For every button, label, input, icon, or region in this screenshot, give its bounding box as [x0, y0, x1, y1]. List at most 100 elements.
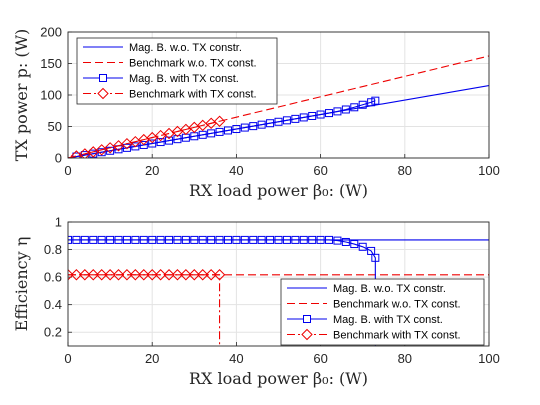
series-benchmark-with-tx-const-	[68, 269, 226, 346]
data-point-square	[97, 235, 106, 244]
data-point-square	[131, 235, 140, 244]
data-point-square	[223, 235, 232, 244]
x-tick-label: 100	[478, 351, 500, 366]
legend-label: Mag. B. w.o. TX constr.	[333, 283, 446, 295]
data-point-diamond	[95, 269, 108, 281]
series-line	[68, 274, 221, 346]
data-point-diamond	[163, 269, 175, 281]
legend-marker-diamond	[301, 328, 313, 341]
data-point-square	[274, 117, 283, 126]
data-point-diamond	[68, 269, 74, 281]
legend-marker-diamond	[97, 87, 109, 100]
legend-label: Benchmark with TX const.	[333, 330, 461, 342]
data-point-square	[148, 139, 157, 148]
legend-label: Benchmark w.o. TX const.	[129, 58, 257, 70]
series-benchmark-w-o-tx-const-	[68, 55, 489, 158]
data-point-square	[215, 235, 224, 244]
data-point-square	[165, 235, 174, 244]
data-point-diamond	[180, 269, 192, 281]
data-point-square	[156, 138, 165, 147]
data-point-diamond	[188, 269, 201, 281]
y-tick-label: 0.2	[44, 325, 62, 340]
data-point-diamond	[205, 269, 217, 281]
data-point-diamond	[79, 269, 91, 281]
x-tick-label: 60	[313, 163, 327, 178]
x-tick-label: 40	[229, 163, 243, 178]
data-point-square	[333, 107, 342, 116]
legend-marker-square	[99, 74, 107, 82]
data-point-square	[139, 140, 148, 149]
data-point-square	[367, 246, 376, 255]
data-point-square	[240, 235, 249, 244]
y-tick-label: 200	[40, 25, 62, 40]
data-point-square	[80, 235, 89, 244]
data-point-square	[333, 236, 342, 245]
data-point-square	[139, 235, 148, 244]
data-point-square	[156, 235, 165, 244]
series-line	[68, 55, 489, 158]
data-point-square	[274, 235, 283, 244]
x-tick-label: 100	[478, 163, 500, 178]
data-point-square	[257, 120, 266, 129]
series-line	[68, 120, 220, 158]
series-mag-b-with-tx-const-	[68, 235, 380, 346]
y-axis-label: TX power p: (W)	[12, 29, 31, 162]
legend-label: Benchmark with TX const.	[129, 89, 257, 101]
data-point-square	[232, 125, 241, 134]
data-point-square	[240, 123, 249, 132]
data-point-square	[249, 235, 258, 244]
data-point-square	[198, 235, 207, 244]
legend-marker-square	[303, 315, 311, 323]
data-point-square	[358, 100, 367, 109]
data-point-square	[122, 143, 131, 152]
data-point-square	[106, 235, 115, 244]
data-point-diamond	[87, 269, 99, 281]
x-tick-label: 80	[398, 351, 412, 366]
legend-label: Benchmark w.o. TX const.	[333, 299, 461, 311]
data-point-diamond	[70, 269, 83, 281]
data-point-diamond	[171, 269, 184, 281]
data-point-square	[308, 111, 317, 120]
legend: Mag. B. w.o. TX constr. Benchmark w.o. TX…	[76, 37, 278, 105]
data-point-square	[325, 109, 334, 118]
data-point-square	[165, 136, 174, 145]
data-point-diamond	[112, 269, 125, 281]
y-tick-label: 50	[48, 119, 62, 134]
data-point-diamond	[129, 269, 142, 281]
data-point-square	[341, 105, 350, 114]
data-point-diamond	[213, 269, 226, 281]
legend: Mag. B. w.o. TX constr. Benchmark w.o. TX…	[280, 278, 485, 346]
data-point-square	[114, 235, 123, 244]
data-point-square	[325, 235, 334, 244]
data-point-diamond	[104, 269, 116, 281]
data-point-square	[350, 103, 359, 112]
x-tick-label: 40	[229, 351, 243, 366]
data-point-square	[291, 235, 300, 244]
data-point-diamond	[213, 115, 226, 127]
x-tick-label: 60	[313, 351, 327, 366]
data-point-square	[122, 235, 131, 244]
data-point-square	[131, 142, 140, 151]
legend-label: Mag. B. with TX const.	[333, 314, 443, 326]
data-point-square	[308, 235, 317, 244]
data-point-square	[249, 122, 258, 131]
data-point-square	[371, 253, 380, 262]
data-point-square	[257, 235, 266, 244]
data-point-square	[350, 240, 359, 249]
x-axis-label: RX load power β₀: (W)	[189, 369, 368, 388]
series-benchmark-with-tx-const-	[68, 115, 226, 158]
data-point-diamond	[121, 269, 133, 281]
data-point-square	[266, 235, 275, 244]
y-tick-label: 0.6	[44, 270, 62, 285]
axes-frame	[67, 31, 490, 159]
y-tick-label: 0	[55, 151, 62, 166]
data-point-diamond	[138, 269, 150, 281]
data-point-square	[232, 235, 241, 244]
y-tick-label: 100	[40, 88, 62, 103]
data-point-square	[72, 235, 81, 244]
x-tick-label: 0	[64, 163, 71, 178]
data-point-square	[207, 129, 216, 138]
data-point-square	[316, 110, 325, 119]
chart-panel-2: 0 20 40 60 80 100 0.2 0.4 0.6 0.8 1 RX load power β…	[12, 215, 500, 389]
